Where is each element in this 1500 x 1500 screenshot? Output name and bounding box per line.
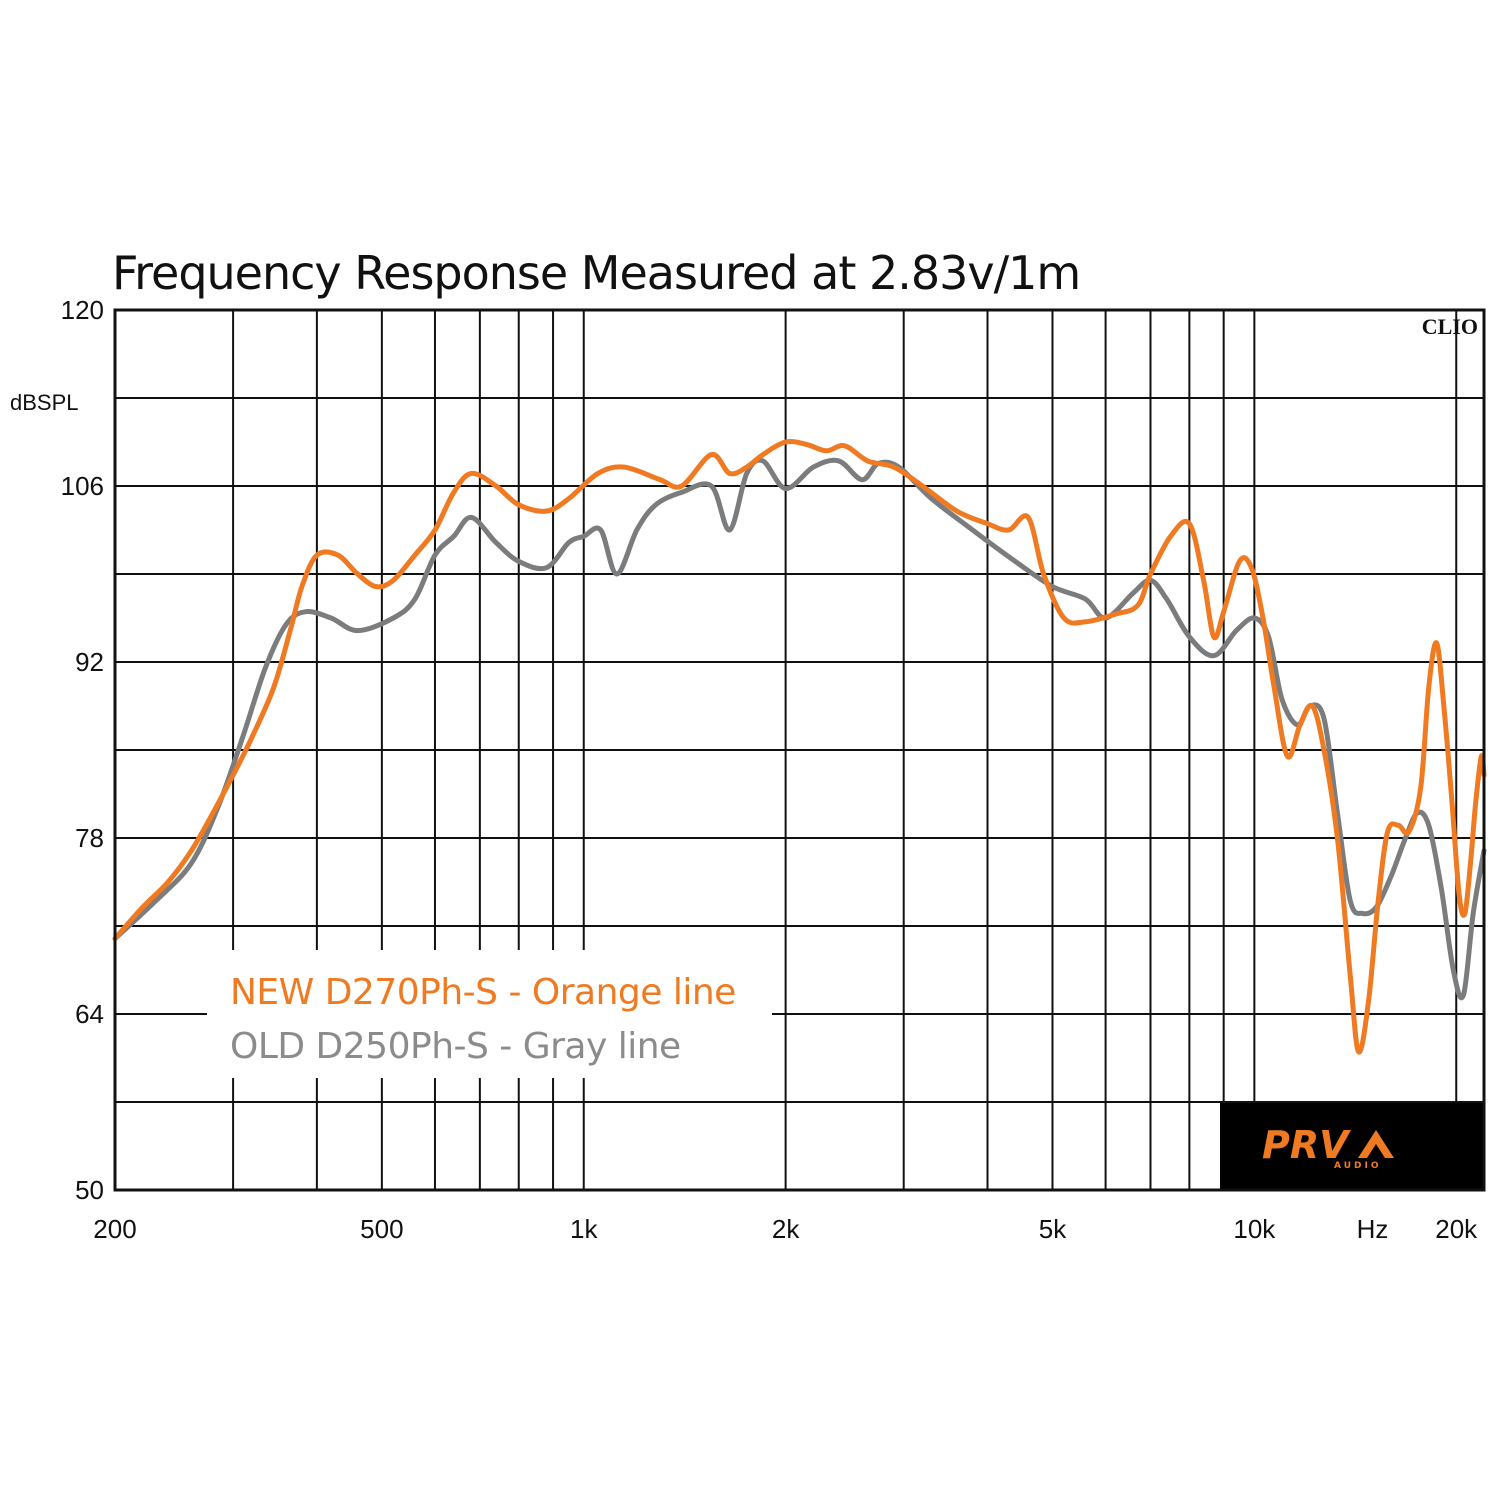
y-tick-label: 50 [75, 1175, 104, 1205]
legend-box [207, 950, 772, 1078]
legend-new-label: NEW D270Ph-S - Orange line [230, 972, 736, 1013]
x-tick-label: 500 [360, 1214, 403, 1244]
legend-old-label: OLD D250Ph-S - Gray line [230, 1026, 681, 1067]
x-tick-label: 2k [772, 1214, 800, 1244]
x-tick-label: 200 [93, 1214, 136, 1244]
x-unit-label: Hz [1357, 1214, 1389, 1244]
x-tick-label: 20k [1435, 1214, 1478, 1244]
clio-label: CLIO [1422, 314, 1478, 339]
y-tick-label: 106 [61, 471, 104, 501]
y-tick-label: 92 [75, 647, 104, 677]
series-line-new [112, 438, 1487, 1055]
chart-title: Frequency Response Measured at 2.83v/1m [112, 246, 1081, 300]
y-tick-label: 120 [61, 295, 104, 325]
x-tick-label: 10k [1233, 1214, 1276, 1244]
logo-brand-text: PRV [1262, 1123, 1351, 1167]
x-tick-label: 5k [1039, 1214, 1067, 1244]
y-tick-label: 64 [75, 999, 104, 1029]
plot-frame [113, 308, 1486, 1192]
series-lines [112, 438, 1487, 1055]
y-axis-label: dBSPL [10, 390, 79, 415]
x-tick-label: 1k [570, 1214, 598, 1244]
prv-audio-logo: PRV AUDIO [1262, 1123, 1394, 1171]
tick-labels: 120 106 92 78 64 50 200 500 1k 2k 5k 10k 20k Hz [61, 295, 1479, 1244]
logo-sub-text: AUDIO [1334, 1161, 1381, 1171]
logo-triangle-icon [1358, 1130, 1394, 1158]
brand-logo-box [1220, 1103, 1484, 1190]
y-tick-label: 78 [75, 823, 104, 853]
